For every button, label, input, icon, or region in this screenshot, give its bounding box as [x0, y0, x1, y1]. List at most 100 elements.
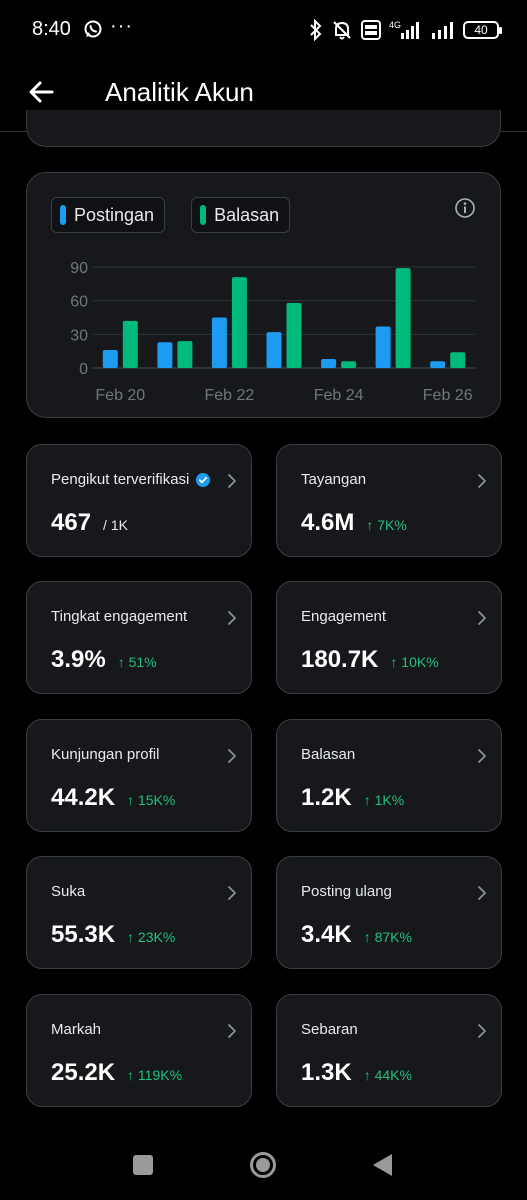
stat-value-row: 55.3K ↑ 23K% [51, 921, 175, 949]
y-tick-label: 0 [79, 361, 88, 378]
signal-4g-icon: 4G [389, 20, 419, 39]
stat-label-row: Balasan [301, 746, 355, 763]
recent-apps-icon[interactable] [133, 1155, 153, 1175]
stat-card[interactable]: Tayangan 4.6M ↑ 7K% [276, 444, 502, 557]
stat-change: ↑ 51% [117, 654, 157, 670]
bar-postingan-feb-22[interactable] [211, 317, 227, 369]
stat-label-row: Engagement [301, 608, 386, 625]
chevron-right-icon [478, 1024, 486, 1038]
stat-card[interactable]: Sebaran 1.3K ↑ 44K% [276, 994, 502, 1107]
stat-label-row: Posting ulang [301, 883, 392, 900]
info-icon[interactable] [454, 197, 476, 219]
stat-label-row: Pengikut terverifikasi [51, 471, 211, 488]
bar-balasan-feb-23[interactable] [286, 302, 302, 368]
legend-item-postingan[interactable]: Postingan [51, 197, 166, 233]
x-tick-label: Feb 22 [204, 387, 254, 404]
stat-value: 3.4K [301, 921, 352, 948]
bar-balasan-feb-21[interactable] [177, 341, 193, 368]
stat-card[interactable]: Pengikut terverifikasi 467 / 1K [26, 444, 252, 557]
stat-label: Balasan [301, 746, 356, 763]
legend-item-balasan[interactable]: Balasan [191, 197, 291, 233]
stat-value-row: 180.7K ↑ 10K% [301, 646, 439, 674]
bar-balasan-feb-26[interactable] [450, 352, 466, 368]
stat-label: Suka [51, 883, 86, 900]
stat-value: 44.2K [51, 784, 116, 811]
arrow-left-icon[interactable] [26, 76, 58, 108]
status-time: 8:40 [32, 18, 71, 40]
stat-value: 55.3K [51, 921, 116, 948]
stat-value-row: 4.6M ↑ 7K% [301, 509, 407, 537]
stat-value: 1.3K [301, 1059, 352, 1086]
signal-icon [432, 22, 453, 39]
verified-badge-icon [196, 472, 211, 487]
chevron-right-icon [228, 749, 236, 763]
back-triangle-icon[interactable] [370, 1152, 394, 1178]
mute-icon [333, 21, 351, 40]
bar-balasan-feb-20[interactable] [122, 320, 138, 368]
stat-value-row: 3.9% ↑ 51% [51, 646, 157, 674]
stat-value: 1.2K [301, 784, 352, 811]
previous-card [26, 110, 501, 147]
bar-balasan-feb-24[interactable] [341, 361, 357, 368]
stat-label: Pengikut terverifikasi [51, 471, 190, 488]
page-title: Analitik Akun [105, 77, 254, 107]
chevron-right-icon [228, 1024, 236, 1038]
bar-postingan-feb-25[interactable] [375, 326, 391, 369]
stat-card[interactable]: Tingkat engagement 3.9% ↑ 51% [26, 581, 252, 694]
stat-change: ↑ 119K% [127, 1067, 183, 1083]
stat-change: ↑ 15K% [127, 792, 176, 808]
stat-label: Tayangan [301, 471, 367, 488]
chevron-right-icon [228, 611, 236, 625]
x-tick-label: Feb 26 [423, 387, 473, 404]
chevron-right-icon [228, 474, 236, 488]
stat-change: ↑ 23K% [127, 929, 176, 945]
stat-card[interactable]: Engagement 180.7K ↑ 10K% [276, 581, 502, 694]
stat-label: Markah [51, 1021, 102, 1038]
stat-change: ↑ 44K% [363, 1067, 412, 1083]
stat-label-row: Sebaran [301, 1021, 358, 1038]
bar-postingan-feb-24[interactable] [321, 359, 337, 368]
stat-card[interactable]: Posting ulang 3.4K ↑ 87K% [276, 856, 502, 969]
bar-postingan-feb-26[interactable] [430, 361, 446, 368]
stat-suffix: / 1K [103, 517, 128, 533]
chevron-right-icon [478, 611, 486, 625]
stat-value: 3.9% [51, 646, 106, 673]
stat-card[interactable]: Markah 25.2K ↑ 119K% [26, 994, 252, 1107]
stat-label: Sebaran [301, 1021, 358, 1038]
svg-text:4G: 4G [389, 20, 401, 30]
battery-icon: 40 [463, 21, 502, 39]
status-icons: 4G 40 [309, 16, 502, 44]
home-icon[interactable] [249, 1151, 277, 1179]
stat-change: ↑ 1K% [363, 792, 405, 808]
chevron-right-icon [478, 749, 486, 763]
volte-icon [361, 20, 381, 40]
bar-postingan-feb-21[interactable] [157, 342, 173, 368]
stat-value-row: 467 / 1K [51, 509, 128, 537]
stat-value-row: 1.2K ↑ 1K% [301, 784, 404, 812]
chart-legend: Postingan Balasan [51, 197, 291, 233]
legend-swatch-postingan [60, 205, 66, 225]
stat-card[interactable]: Suka 55.3K ↑ 23K% [26, 856, 252, 969]
bar-balasan-feb-22[interactable] [231, 277, 247, 368]
stat-label: Posting ulang [301, 883, 392, 900]
bar-balasan-feb-25[interactable] [395, 268, 411, 368]
stat-card[interactable]: Kunjungan profil 44.2K ↑ 15K% [26, 719, 252, 832]
y-tick-label: 60 [70, 294, 88, 311]
chart-card: 0 30 60 90 Feb 20 Feb 22 Feb 24 Feb 26 Postinga… [26, 172, 501, 418]
stat-value-row: 25.2K ↑ 119K% [51, 1059, 182, 1087]
y-tick-label: 30 [70, 327, 88, 344]
stat-card[interactable]: Balasan 1.2K ↑ 1K% [276, 719, 502, 832]
stat-change: ↑ 7K% [366, 517, 407, 533]
stat-label-row: Suka [51, 883, 85, 900]
stat-label: Kunjungan profil [51, 746, 160, 763]
stat-value-row: 3.4K ↑ 87K% [301, 921, 412, 949]
more-notifications-icon: ··· [110, 15, 133, 37]
stat-value-row: 44.2K ↑ 15K% [51, 784, 175, 812]
bar-postingan-feb-23[interactable] [266, 332, 282, 368]
stat-value: 25.2K [51, 1059, 116, 1086]
bar-postingan-feb-20[interactable] [102, 350, 118, 368]
stat-change: ↑ 87K% [363, 929, 412, 945]
bluetooth-icon [310, 19, 322, 41]
stat-value: 467 [51, 509, 92, 536]
stat-change: ↑ 10K% [390, 654, 439, 670]
